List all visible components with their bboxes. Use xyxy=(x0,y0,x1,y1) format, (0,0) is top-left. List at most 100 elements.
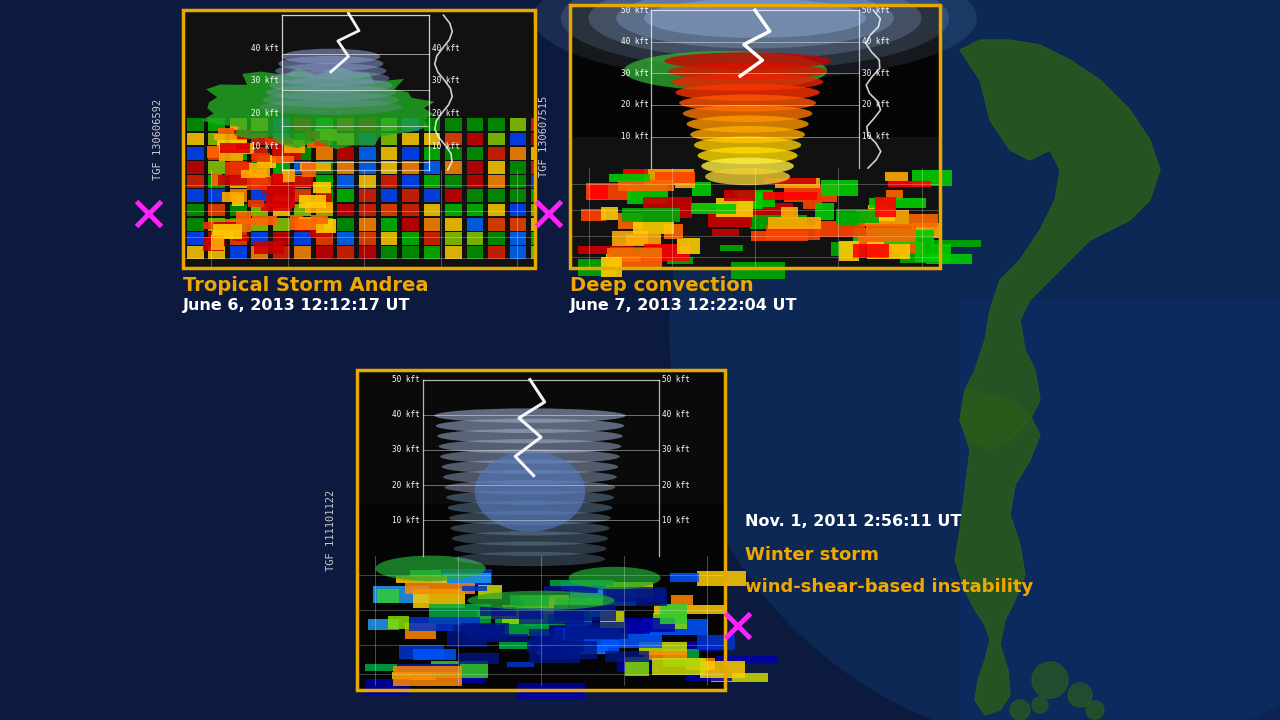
Bar xyxy=(884,230,934,243)
Bar xyxy=(402,147,419,160)
Text: 20 kft: 20 kft xyxy=(251,109,279,118)
Bar xyxy=(315,140,329,146)
Bar xyxy=(609,174,650,182)
Bar xyxy=(187,204,204,217)
Bar xyxy=(522,611,593,626)
Bar xyxy=(265,138,293,143)
Bar xyxy=(724,190,755,201)
Bar xyxy=(399,645,444,660)
Text: 40 kft: 40 kft xyxy=(662,410,690,419)
Bar xyxy=(310,230,332,238)
Bar xyxy=(867,224,916,242)
Ellipse shape xyxy=(449,510,611,525)
Bar xyxy=(468,634,527,642)
Bar xyxy=(888,181,931,187)
Bar xyxy=(273,246,289,259)
Bar xyxy=(315,194,333,204)
Bar xyxy=(603,589,667,606)
Bar xyxy=(685,671,732,681)
Bar xyxy=(369,618,398,630)
Text: 30 kft: 30 kft xyxy=(621,69,649,78)
Ellipse shape xyxy=(686,115,809,132)
Bar xyxy=(402,189,419,202)
Ellipse shape xyxy=(451,521,609,536)
Bar xyxy=(900,253,937,263)
Bar xyxy=(531,161,535,174)
Bar xyxy=(357,370,724,690)
Bar xyxy=(250,163,270,177)
Bar xyxy=(960,300,1280,720)
Bar xyxy=(716,198,753,217)
Bar xyxy=(445,132,462,145)
Bar xyxy=(251,147,268,160)
Bar xyxy=(445,217,462,230)
Bar xyxy=(187,118,204,131)
Bar xyxy=(913,223,942,238)
Bar xyxy=(627,185,668,204)
Text: 30 kft: 30 kft xyxy=(433,76,460,86)
Bar xyxy=(445,161,462,174)
Bar xyxy=(187,217,204,230)
Bar xyxy=(639,642,687,655)
Bar xyxy=(380,217,397,230)
Bar xyxy=(509,246,526,259)
Bar xyxy=(554,605,616,621)
Bar xyxy=(187,175,204,188)
Bar xyxy=(561,581,617,590)
Bar xyxy=(442,572,490,583)
Bar xyxy=(380,132,397,145)
Text: 40 kft: 40 kft xyxy=(393,410,420,419)
Bar xyxy=(655,171,695,183)
Bar xyxy=(690,203,726,212)
Bar xyxy=(402,246,419,259)
Bar xyxy=(282,169,294,182)
Polygon shape xyxy=(201,66,435,149)
Text: 20 kft: 20 kft xyxy=(861,101,890,109)
Bar xyxy=(402,132,419,145)
Bar xyxy=(241,143,253,154)
Polygon shape xyxy=(960,40,1160,450)
Bar xyxy=(187,232,204,245)
Text: 30 kft: 30 kft xyxy=(662,446,690,454)
Bar xyxy=(607,248,662,269)
Bar xyxy=(216,140,247,150)
Bar xyxy=(581,210,605,221)
Bar xyxy=(219,127,234,134)
Bar xyxy=(316,220,335,233)
Bar xyxy=(488,189,504,202)
Bar xyxy=(397,664,460,672)
Text: 10 kft: 10 kft xyxy=(662,516,690,525)
Text: Winter storm: Winter storm xyxy=(745,546,879,564)
Text: 50 kft: 50 kft xyxy=(861,6,890,14)
Bar xyxy=(338,147,355,160)
Bar xyxy=(220,143,251,153)
Bar xyxy=(230,232,247,245)
Ellipse shape xyxy=(445,490,614,505)
Bar xyxy=(458,653,499,664)
Bar xyxy=(307,141,330,148)
Bar xyxy=(852,244,890,258)
Ellipse shape xyxy=(682,105,813,122)
Bar xyxy=(768,217,822,229)
Bar xyxy=(886,190,904,200)
Bar xyxy=(358,246,375,259)
Ellipse shape xyxy=(561,0,950,69)
Bar xyxy=(570,5,940,268)
Bar xyxy=(677,238,700,254)
Bar xyxy=(915,244,951,262)
Bar xyxy=(424,217,440,230)
Bar xyxy=(671,595,692,605)
Bar xyxy=(183,10,535,268)
Bar xyxy=(424,118,440,131)
Ellipse shape xyxy=(448,500,612,515)
Bar xyxy=(251,189,268,202)
Bar xyxy=(708,208,753,228)
Bar xyxy=(273,204,289,217)
Ellipse shape xyxy=(475,451,585,531)
Bar xyxy=(207,146,219,158)
Bar xyxy=(294,175,311,188)
Bar xyxy=(611,246,660,256)
Bar xyxy=(424,161,440,174)
Ellipse shape xyxy=(435,418,625,433)
Bar xyxy=(209,204,225,217)
